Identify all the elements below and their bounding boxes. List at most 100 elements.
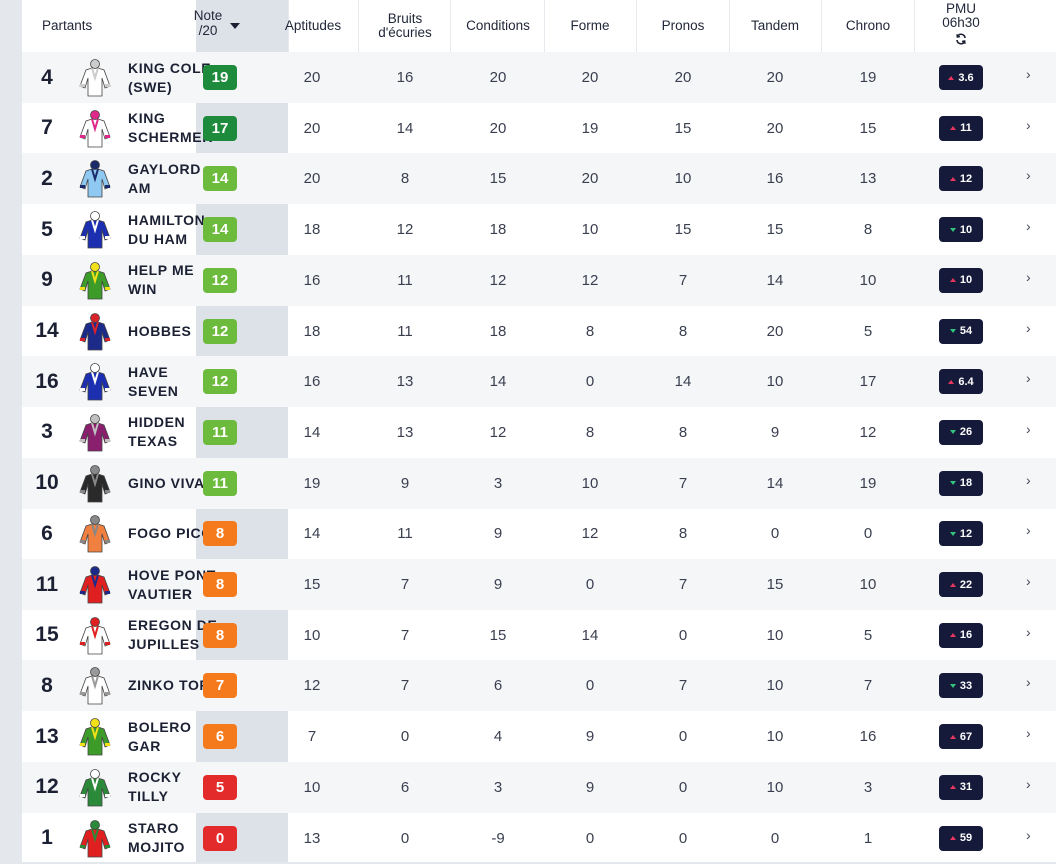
silk-red-icon [79,566,111,604]
chevron-right-icon[interactable]: › [1026,573,1031,589]
odds-badge[interactable]: 11 [939,115,983,141]
horse-name[interactable]: GINO VIVA [128,474,205,491]
table-row[interactable]: 8 ZINKO TOP 7 12 7 6 0 7 10 7 33 › [22,660,1056,712]
cell-chrono: 5 [863,322,873,340]
horse-name[interactable]: GAYLORD AM [128,160,201,196]
horse-name[interactable]: BOLERO GAR [128,718,192,754]
odds-value: 6.4 [958,375,974,388]
table-row[interactable]: 14 HOBBES 12 18 11 18 8 8 20 5 54 › [22,306,1056,357]
table-row[interactable]: 12 ROCKY TILLY 5 10 6 3 9 0 10 3 31 › [22,761,1056,813]
table-row[interactable]: 16 HAVE SEVEN 12 16 13 14 0 14 10 17 6.4 › [22,356,1056,408]
table-row[interactable]: 1 STARO MOJITO 0 13 0 -9 0 0 0 1 59 › [22,813,1056,864]
table-row[interactable]: 11 HOVE PONT VAUTIER 8 15 7 9 0 7 15 10 22 › [22,559,1056,610]
odds-badge[interactable]: 3.6 [939,65,983,90]
horse-name[interactable]: STARO MOJITO [128,820,186,855]
cell-tandem: 0 [770,829,780,847]
chevron-right-icon[interactable]: › [1026,674,1031,691]
col-pronos[interactable]: Pronos [661,18,705,33]
cell-pronos: 7 [678,677,688,695]
table-row[interactable]: 15 EREGON DE JUPILLES 8 10 7 15 14 0 10 5 16 › [22,610,1056,661]
horse-name[interactable]: HIDDEN TEXAS [128,414,186,450]
odds-badge[interactable]: 26 [939,419,983,445]
table-row[interactable]: 4 KING COLE (SWE) 19 20 16 20 20 20 20 19 3.6 › [22,52,1056,103]
sort-desc-icon[interactable] [230,23,240,29]
odds-value: 31 [959,781,973,794]
cell-bruits: 0 [400,829,410,847]
odds-badge[interactable]: 18 [939,470,983,496]
odds-badge[interactable]: 59 [939,825,983,851]
col-conditions[interactable]: Conditions [466,18,530,33]
odds-badge[interactable]: 12 [939,521,983,547]
note-badge: 8 [203,572,237,597]
horse-name[interactable]: ZINKO TOP [128,677,210,694]
col-forme[interactable]: Forme [570,18,610,33]
cell-pronos: 8 [678,322,688,340]
table-row[interactable]: 10 GINO VIVA 11 19 9 3 10 7 14 19 18 › [22,457,1056,509]
cell-forme: 8 [585,322,595,340]
chevron-right-icon[interactable]: › [1026,116,1031,133]
cell-conditions: 4 [493,728,503,746]
horse-name[interactable]: ROCKY TILLY [128,769,182,805]
horse-name[interactable]: HOBBES [128,322,192,339]
chevron-right-icon[interactable]: › [1026,522,1031,539]
table-row[interactable]: 6 FOGO PICO 8 14 11 9 12 8 0 0 12 › [22,508,1056,559]
cell-tandem: 15 [766,576,784,593]
odds-value: 59 [959,832,973,844]
odds-value: 26 [959,426,973,439]
cell-bruits: 11 [397,271,413,289]
odds-badge[interactable]: 16 [939,622,983,648]
horse-name[interactable]: HAVE SEVEN [128,363,179,399]
trend-up-icon [948,75,955,80]
runner-number: 8 [41,673,53,697]
chevron-right-icon[interactable]: › [1026,775,1031,792]
table-row[interactable]: 7 KING SCHERMER 17 20 14 20 19 15 20 15 11 › [22,103,1056,154]
chevron-right-icon[interactable]: › [1026,826,1031,843]
odds-badge[interactable]: 10 [939,267,983,293]
table-row[interactable]: 13 BOLERO GAR 6 7 0 4 9 0 10 16 67 › [22,711,1056,762]
chevron-right-icon[interactable]: › [1026,420,1031,437]
table-row[interactable]: 5 HAMILTON DU HAM 14 18 12 18 10 15 15 8 10 › [22,204,1056,255]
chevron-right-icon[interactable]: › [1026,471,1031,488]
cell-chrono: 8 [863,221,873,239]
odds-badge[interactable]: 33 [939,673,983,699]
col-tandem[interactable]: Tandem [750,18,800,33]
cell-pronos: 7 [678,576,688,593]
odds-badge[interactable]: 67 [939,724,983,750]
chevron-right-icon[interactable]: › [1026,319,1031,336]
col-aptitudes[interactable]: Aptitudes [284,18,342,33]
odds-badge[interactable]: 10 [939,217,983,243]
col-note[interactable]: Note /20 [193,8,223,38]
chevron-right-icon[interactable]: › [1026,218,1031,235]
odds-badge[interactable]: 12 [939,166,983,192]
chevron-right-icon[interactable]: › [1026,66,1031,82]
chevron-right-icon[interactable]: › [1026,623,1031,640]
col-partants[interactable]: Partants [42,18,93,33]
col-bruits[interactable]: Bruits d'écuries [378,11,432,40]
chevron-right-icon[interactable]: › [1026,268,1031,285]
table-row[interactable]: 9 HELP ME WIN 12 16 11 12 12 7 14 10 10 › [22,254,1056,306]
odds-badge[interactable]: 54 [939,318,983,344]
cell-chrono: 5 [863,626,873,644]
horse-name[interactable]: HELP ME WIN [128,262,195,298]
table-row[interactable]: 2 GAYLORD AM 14 20 8 15 20 10 16 13 12 › [22,153,1056,205]
horse-name[interactable]: FOGO PICO [128,525,213,542]
cell-pronos: 7 [678,474,688,492]
horse-name[interactable]: EREGON DE JUPILLES [128,617,218,653]
table-row[interactable]: 3 HIDDEN TEXAS 11 14 13 12 8 8 9 12 26 › [22,407,1056,458]
horse-name[interactable]: KING SCHERMER [128,110,213,146]
horse-name[interactable]: KING COLE (SWE) [128,59,212,95]
col-chrono[interactable]: Chrono [845,18,891,33]
odds-badge[interactable]: 6.4 [939,369,983,395]
col-pmu[interactable]: PMU 06h30 [932,2,990,45]
chevron-right-icon[interactable]: › [1026,725,1031,742]
odds-badge[interactable]: 31 [939,774,983,800]
odds-badge[interactable]: 22 [939,572,983,597]
horse-name[interactable]: HOVE PONT VAUTIER [128,566,216,602]
odds-value: 3.6 [958,71,974,84]
note-badge: 7 [203,673,237,699]
refresh-icon[interactable] [955,33,967,45]
chevron-right-icon[interactable]: › [1026,167,1031,184]
cell-forme: 0 [585,576,595,593]
horse-name[interactable]: HAMILTON DU HAM [128,211,206,247]
chevron-right-icon[interactable]: › [1026,370,1031,387]
